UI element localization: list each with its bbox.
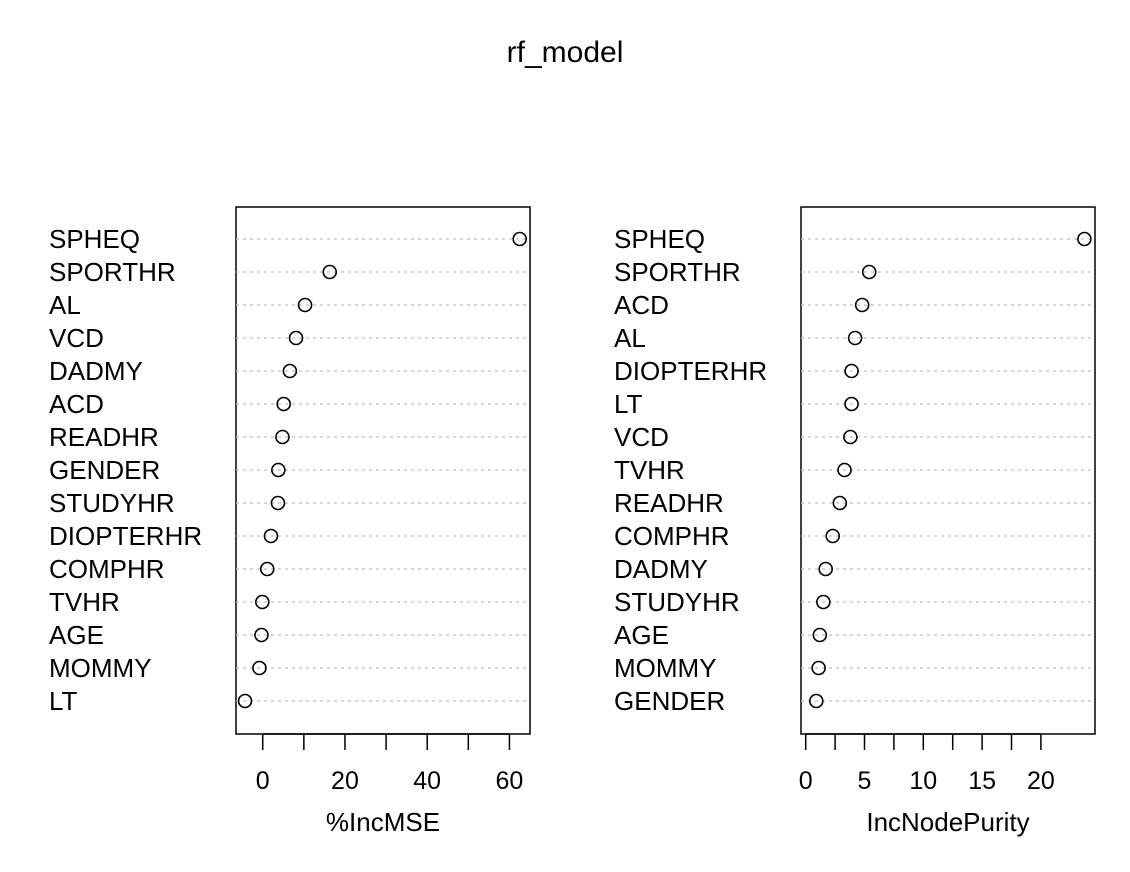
data-point (288, 330, 304, 346)
category-label: MOMMY (614, 653, 717, 683)
category-label: AGE (614, 620, 669, 650)
x-axis-label: %IncMSE (326, 807, 440, 837)
data-point (843, 429, 858, 445)
data-point (816, 594, 831, 610)
data-point (276, 396, 291, 412)
data-point (263, 528, 279, 544)
panel-incnodepurity: SPHEQSPORTHRACDALDIOPTERHRLTVCDTVHRREADH… (614, 206, 1096, 837)
category-label: SPORTHR (49, 257, 176, 287)
data-point (259, 561, 275, 577)
x-axis-label: IncNodePurity (866, 807, 1029, 837)
category-label: TVHR (49, 587, 120, 617)
data-point (812, 627, 828, 643)
data-point (811, 660, 826, 676)
data-point (825, 528, 841, 544)
tick-label: 5 (858, 767, 872, 795)
data-point (271, 462, 286, 478)
category-label: GENDER (49, 455, 160, 485)
category-label: COMPHR (49, 554, 165, 584)
data-point (254, 627, 269, 643)
category-label: READHR (49, 422, 159, 452)
category-label: TVHR (614, 455, 685, 485)
category-label: ACD (49, 389, 104, 419)
data-point (1077, 231, 1092, 247)
category-label: SPHEQ (49, 224, 140, 254)
tick-label: 60 (496, 767, 524, 795)
tick-label: 15 (968, 767, 996, 795)
data-point (237, 693, 253, 709)
category-label: AL (614, 323, 646, 353)
data-point (818, 561, 833, 577)
data-point (844, 396, 859, 412)
tick-label: 40 (413, 767, 441, 795)
data-point (297, 297, 313, 313)
tick-label: 0 (799, 767, 813, 795)
category-label: LT (614, 389, 643, 419)
tick-label: 10 (909, 767, 937, 795)
tick-label: 0 (256, 767, 270, 795)
category-label: STUDYHR (49, 488, 175, 518)
panel-incmse: SPHEQSPORTHRALVCDDADMYACDREADHRGENDERSTU… (49, 206, 531, 837)
data-point (255, 594, 270, 610)
category-label: AL (49, 290, 81, 320)
category-label: AGE (49, 620, 104, 650)
data-point (837, 462, 852, 478)
category-label: DADMY (614, 554, 708, 584)
category-label: DIOPTERHR (614, 356, 767, 386)
tick-label: 20 (331, 767, 359, 795)
category-label: VCD (49, 323, 104, 353)
chart-title: rf_model (507, 36, 624, 69)
data-point (282, 363, 298, 379)
category-label: SPORTHR (614, 257, 741, 287)
data-point (861, 264, 877, 280)
data-point (270, 495, 286, 511)
category-label: SPHEQ (614, 224, 705, 254)
category-label: LT (49, 686, 78, 716)
data-point (847, 330, 863, 346)
data-point (832, 495, 848, 511)
tick-label: 20 (1027, 767, 1055, 795)
category-label: STUDYHR (614, 587, 740, 617)
data-point (808, 693, 824, 709)
data-point (275, 429, 290, 445)
category-label: DADMY (49, 356, 143, 386)
category-label: COMPHR (614, 521, 730, 551)
data-point (844, 363, 859, 379)
data-point (252, 660, 267, 676)
category-label: VCD (614, 422, 669, 452)
category-label: READHR (614, 488, 724, 518)
data-point (322, 264, 338, 280)
data-point (854, 297, 870, 313)
category-label: GENDER (614, 686, 725, 716)
category-label: DIOPTERHR (49, 521, 202, 551)
category-label: ACD (614, 290, 669, 320)
category-label: MOMMY (49, 653, 152, 683)
data-point (512, 231, 528, 247)
